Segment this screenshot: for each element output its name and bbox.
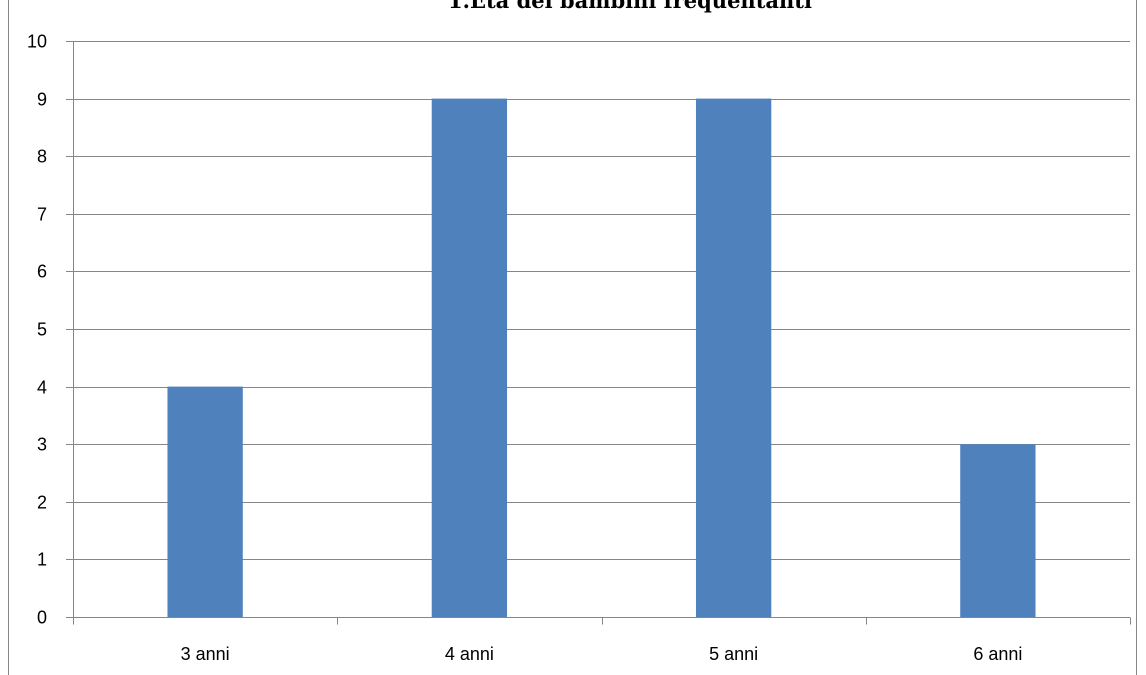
x-tick-labels: 3 anni 4 anni 5 anni 6 anni [181, 644, 1023, 664]
chart-title: 1.Età dei bambini frequentanti [448, 0, 812, 13]
y-tick-label: 10 [27, 32, 47, 52]
y-tick-label: 5 [37, 320, 47, 340]
y-tick-label: 8 [37, 147, 47, 167]
bar [695, 98, 772, 618]
y-tick-label: 2 [37, 493, 47, 513]
x-tick-label: 4 anni [445, 644, 494, 664]
y-tick-label: 1 [37, 550, 47, 570]
y-tick-label: 0 [37, 608, 47, 628]
bar [431, 98, 508, 618]
y-tick-label: 9 [37, 90, 47, 110]
y-tick-label: 3 [37, 435, 47, 455]
axes [66, 41, 1131, 625]
x-tick-label: 3 anni [181, 644, 230, 664]
bar [960, 444, 1036, 617]
gridlines [73, 41, 1130, 560]
y-tick-label: 7 [37, 205, 47, 225]
x-tick-label: 6 anni [973, 644, 1022, 664]
bars [167, 98, 1036, 618]
y-tick-label: 6 [37, 262, 47, 282]
y-tick-label: 4 [37, 378, 47, 398]
x-tick-label: 5 anni [709, 644, 758, 664]
bar [167, 386, 243, 617]
y-tick-labels: 0 1 2 3 4 5 6 7 8 9 10 [27, 32, 47, 628]
